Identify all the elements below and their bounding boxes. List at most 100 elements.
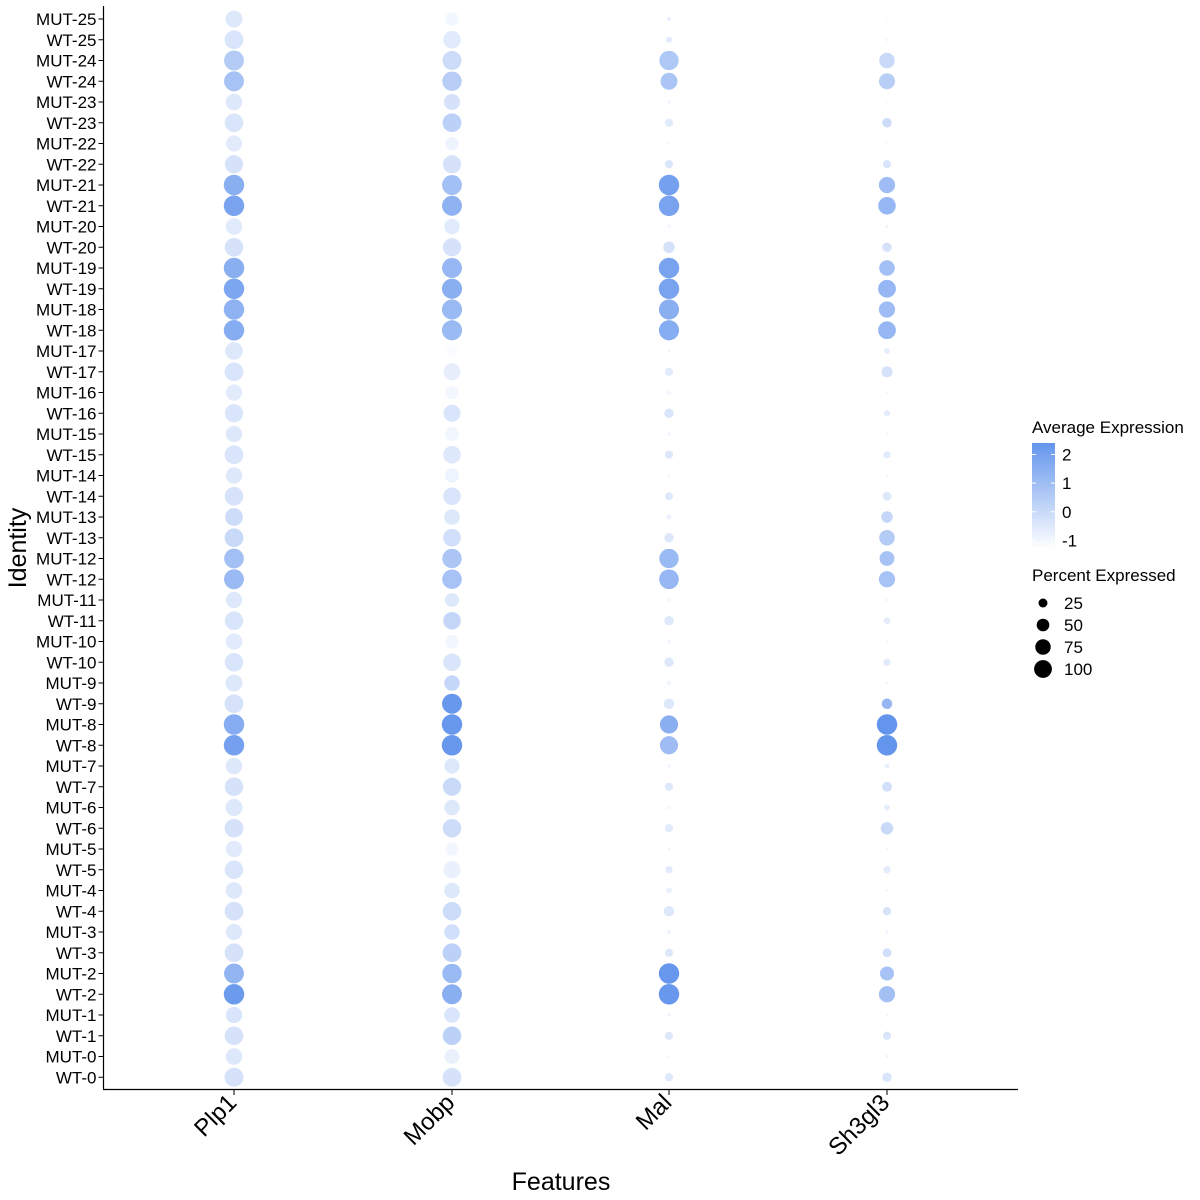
- dot-MUT-3-Sh3gl3: [885, 930, 889, 934]
- dot-MUT-23-Mal: [667, 100, 671, 104]
- dot-WT-3-Sh3gl3: [882, 948, 892, 958]
- dot-MUT-16-Mal: [666, 390, 672, 395]
- y-tick-label: MUT-3: [46, 923, 97, 942]
- y-tick-label: MUT-20: [36, 218, 96, 237]
- dot-WT-15-Plp1: [224, 445, 244, 465]
- dot-WT-8-Plp1: [223, 735, 245, 756]
- dot-MUT-17-Mobp: [445, 344, 459, 358]
- x-axis-ticks: Plp1 Mobp Mal Sh3gl3: [189, 1089, 895, 1161]
- dot-MUT-18-Sh3gl3: [878, 301, 896, 318]
- y-tick-label: WT-10: [46, 653, 96, 672]
- dot-MUT-24-Sh3gl3: [879, 52, 895, 69]
- dot-MUT-1-Mobp: [444, 1007, 460, 1023]
- y-tick-label: WT-11: [48, 612, 97, 631]
- dot-WT-6-Sh3gl3: [880, 822, 894, 835]
- dot-MUT-8-Plp1: [223, 714, 245, 735]
- dot-WT-10-Mal: [664, 657, 674, 667]
- y-tick-label: MUT-10: [36, 633, 96, 652]
- dot-MUT-0-Sh3gl3: [885, 1055, 889, 1058]
- dot-MUT-17-Mal: [667, 349, 671, 353]
- y-tick-label: WT-5: [56, 861, 97, 880]
- dot-MUT-12-Sh3gl3: [879, 551, 895, 566]
- dot-WT-19-Mal: [658, 278, 680, 299]
- dot-WT-6-Mal: [664, 824, 674, 833]
- size-key-dot: [1036, 618, 1050, 632]
- dot-MUT-8-Mal: [659, 715, 679, 734]
- dot-MUT-17-Plp1: [225, 342, 243, 360]
- dot-MUT-14-Mobp: [444, 468, 460, 483]
- dot-WT-10-Mobp: [443, 653, 461, 672]
- size-key-label: 50: [1064, 616, 1083, 635]
- y-tick-label: WT-7: [56, 778, 97, 797]
- x-tick-label: Mal: [631, 1089, 677, 1135]
- dot-MUT-11-Mobp: [444, 592, 460, 608]
- dot-WT-25-Mal: [666, 36, 672, 43]
- size-key-dot: [1034, 660, 1052, 678]
- dot-MUT-7-Mal: [667, 764, 671, 768]
- y-tick-label: MUT-2: [46, 965, 97, 984]
- y-tick-label: MUT-8: [46, 716, 97, 735]
- y-tick-label: WT-16: [46, 404, 96, 423]
- dot-WT-21-Plp1: [223, 195, 245, 216]
- dot-WT-4-Sh3gl3: [882, 907, 892, 916]
- dot-WT-12-Sh3gl3: [878, 571, 896, 588]
- dot-WT-22-Plp1: [224, 155, 244, 174]
- dot-MUT-11-Plp1: [225, 591, 243, 609]
- dot-MUT-3-Mobp: [444, 924, 460, 940]
- dot-MUT-14-Plp1: [225, 467, 243, 484]
- dot-WT-20-Sh3gl3: [882, 242, 892, 252]
- y-tick-label: WT-15: [46, 446, 96, 465]
- dot-WT-22-Mal: [664, 160, 674, 169]
- dot-MUT-10-Mobp: [445, 634, 459, 649]
- dot-WT-13-Sh3gl3: [879, 529, 895, 546]
- dot-WT-15-Mal: [664, 450, 674, 459]
- dot-MUT-4-Mal: [666, 887, 672, 894]
- y-tick-label: MUT-21: [36, 176, 96, 195]
- size-key-dot: [1035, 639, 1051, 655]
- y-tick-label: WT-12: [46, 570, 96, 589]
- dot-WT-18-Mal: [658, 320, 680, 341]
- y-tick-label: WT-22: [46, 155, 96, 174]
- dot-WT-25-Plp1: [224, 30, 244, 50]
- dot-MUT-9-Sh3gl3: [885, 681, 889, 685]
- dot-MUT-6-Mobp: [444, 799, 460, 816]
- dot-WT-11-Sh3gl3: [883, 617, 891, 625]
- dot-MUT-0-Mal: [667, 1055, 671, 1058]
- dot-MUT-20-Mobp: [444, 218, 460, 235]
- dot-MUT-25-Plp1: [225, 10, 243, 28]
- dot-WT-15-Mobp: [443, 445, 461, 464]
- dot-MUT-10-Mal: [667, 639, 671, 644]
- dot-WT-21-Mobp: [442, 195, 462, 216]
- dot-WT-4-Mobp: [442, 901, 462, 921]
- dot-WT-0-Mal: [664, 1073, 674, 1082]
- dot-WT-17-Plp1: [224, 362, 244, 382]
- y-axis-title: Identity: [4, 507, 32, 588]
- dot-WT-16-Mobp: [443, 404, 461, 422]
- dot-MUT-5-Mal: [667, 847, 671, 851]
- dot-MUT-6-Plp1: [225, 799, 243, 816]
- y-tick-label: MUT-5: [46, 840, 97, 859]
- y-tick-label: MUT-25: [36, 10, 96, 29]
- dot-MUT-7-Plp1: [225, 757, 243, 775]
- dot-WT-1-Sh3gl3: [882, 1031, 892, 1040]
- dot-WT-19-Plp1: [223, 278, 245, 299]
- dot-WT-7-Mobp: [442, 777, 462, 796]
- dot-MUT-22-Sh3gl3: [885, 142, 889, 145]
- color-tick-label: 1: [1062, 474, 1071, 493]
- y-tick-label: WT-0: [56, 1068, 97, 1087]
- dot-MUT-1-Sh3gl3: [885, 1013, 889, 1017]
- dot-MUT-5-Mobp: [445, 842, 459, 856]
- dot-WT-2-Plp1: [223, 984, 245, 1005]
- dot-MUT-3-Mal: [666, 929, 672, 935]
- dot-MUT-19-Mal: [658, 257, 680, 279]
- dot-WT-20-Mobp: [442, 238, 462, 257]
- dot-WT-17-Sh3gl3: [881, 366, 893, 378]
- y-tick-label: MUT-11: [37, 591, 96, 610]
- dot-MUT-12-Mobp: [442, 548, 462, 569]
- y-tick-label: WT-13: [46, 529, 96, 548]
- dot-WT-10-Plp1: [224, 652, 244, 672]
- dot-WT-2-Mal: [658, 984, 680, 1005]
- y-tick-label: WT-20: [46, 238, 96, 257]
- dot-WT-9-Plp1: [224, 694, 244, 714]
- dot-MUT-14-Sh3gl3: [885, 474, 889, 477]
